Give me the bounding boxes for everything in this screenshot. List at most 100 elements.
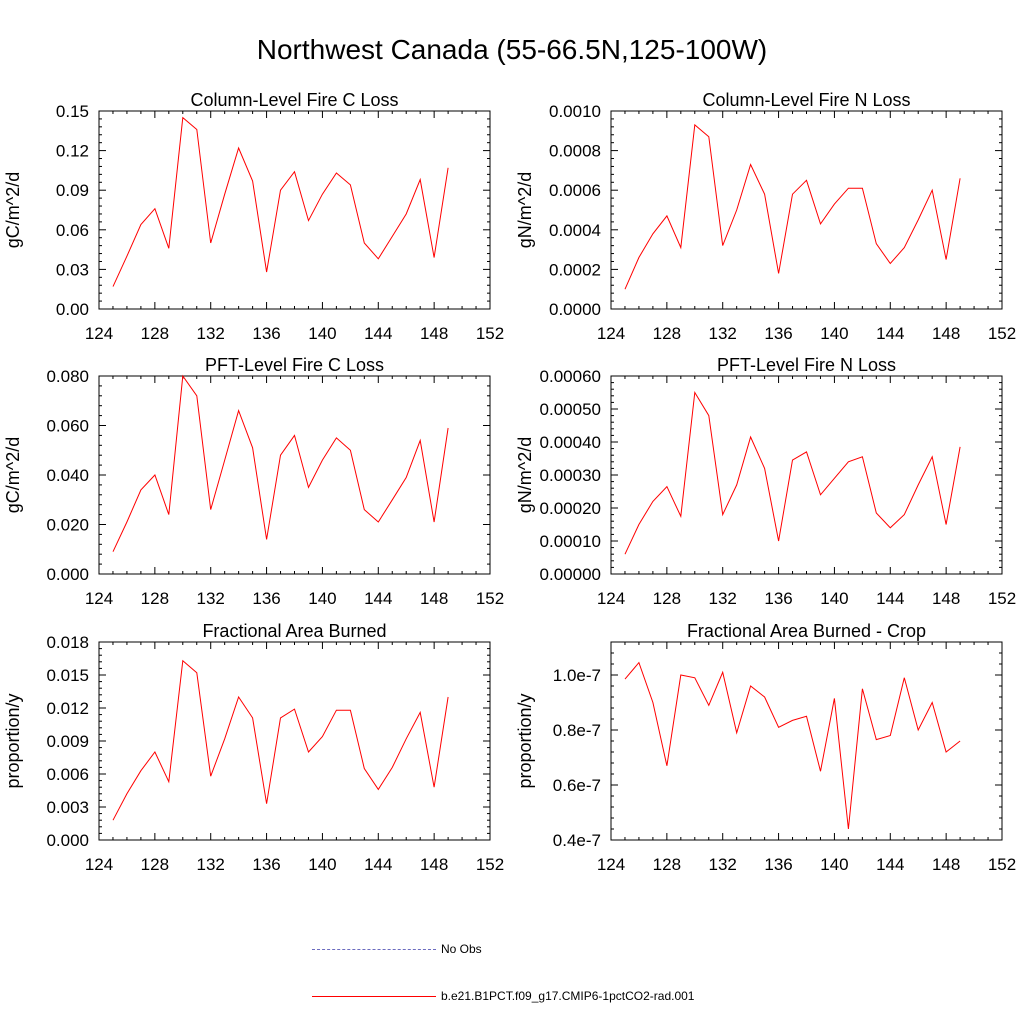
x-tick-label: 144 — [876, 589, 904, 608]
y-tick-label: 0.06 — [56, 221, 89, 240]
y-tick-label: 0.018 — [46, 633, 89, 652]
legend-swatch-dashed — [312, 949, 436, 950]
y-tick-label: 0.00050 — [540, 400, 601, 419]
panel-title: Fractional Area Burned — [202, 621, 386, 641]
x-tick-label: 128 — [141, 855, 169, 874]
y-tick-label: 0.00010 — [540, 532, 601, 551]
x-tick-label: 148 — [420, 589, 448, 608]
y-axis-label: proportion/y — [515, 693, 535, 788]
x-tick-label: 132 — [197, 324, 225, 343]
y-tick-label: 0.09 — [56, 181, 89, 200]
plot-frame — [98, 110, 491, 310]
plot-frame — [98, 641, 491, 841]
y-tick-label: 0.003 — [46, 798, 89, 817]
series-line — [112, 659, 449, 821]
x-tick-label: 128 — [653, 855, 681, 874]
y-tick-label: 0.00030 — [540, 466, 601, 485]
y-tick-label: 0.12 — [56, 142, 89, 161]
series-line — [112, 374, 449, 552]
x-tick-label: 148 — [420, 855, 448, 874]
y-tick-label: 0.03 — [56, 260, 89, 279]
x-tick-label: 148 — [932, 324, 960, 343]
y-axis-label: gC/m^2/d — [3, 437, 23, 513]
x-tick-label: 148 — [932, 855, 960, 874]
series-line — [624, 123, 961, 290]
x-tick-label: 136 — [764, 324, 792, 343]
x-tick-label: 152 — [476, 855, 504, 874]
series-line — [624, 661, 961, 830]
plot-frame — [610, 375, 1003, 575]
y-tick-label: 0.0000 — [549, 300, 601, 319]
figure-title: Northwest Canada (55-66.5N,125-100W) — [256, 34, 768, 65]
y-axis-label: gN/m^2/d — [515, 437, 535, 513]
y-tick-label: 0.006 — [46, 765, 89, 784]
x-tick-label: 140 — [308, 855, 336, 874]
panel-title: Column-Level Fire N Loss — [702, 90, 910, 110]
x-tick-label: 144 — [876, 855, 904, 874]
legend-entry-obs: No Obs — [0, 940, 1024, 960]
legend-entry-model: b.e21.B1PCT.f09_g17.CMIP6-1pctCO2-rad.00… — [0, 987, 1024, 1007]
x-tick-label: 124 — [85, 589, 113, 608]
y-tick-label: 0.015 — [46, 666, 89, 685]
x-tick-label: 136 — [764, 589, 792, 608]
x-tick-label: 132 — [709, 324, 737, 343]
x-tick-label: 144 — [364, 324, 392, 343]
y-tick-label: 0.0006 — [549, 181, 601, 200]
x-tick-label: 152 — [988, 589, 1016, 608]
y-tick-label: 0.0004 — [549, 221, 601, 240]
x-tick-label: 140 — [820, 324, 848, 343]
x-tick-label: 132 — [197, 855, 225, 874]
x-tick-label: 136 — [252, 855, 280, 874]
x-tick-label: 124 — [597, 324, 625, 343]
x-tick-label: 136 — [764, 855, 792, 874]
x-tick-label: 136 — [252, 324, 280, 343]
y-tick-label: 0.080 — [46, 367, 89, 386]
x-tick-label: 148 — [932, 589, 960, 608]
panel-title: PFT-Level Fire N Loss — [717, 355, 896, 375]
x-tick-label: 128 — [141, 589, 169, 608]
plot-frame — [610, 110, 1003, 310]
panel-title: PFT-Level Fire C Loss — [205, 355, 384, 375]
y-tick-label: 0.0010 — [549, 102, 601, 121]
x-tick-label: 152 — [476, 589, 504, 608]
series-line — [112, 116, 449, 287]
x-tick-label: 140 — [308, 589, 336, 608]
y-tick-label: 0.020 — [46, 516, 89, 535]
y-tick-label: 0.8e-7 — [553, 721, 601, 740]
y-tick-label: 0.00060 — [540, 367, 601, 386]
x-tick-label: 128 — [653, 324, 681, 343]
y-tick-label: 0.060 — [46, 417, 89, 436]
y-tick-label: 0.4e-7 — [553, 831, 601, 850]
y-tick-label: 0.6e-7 — [553, 776, 601, 795]
plot-frame — [98, 375, 491, 575]
x-tick-label: 140 — [308, 324, 336, 343]
x-tick-label: 148 — [420, 324, 448, 343]
x-tick-label: 132 — [197, 589, 225, 608]
y-tick-label: 0.0008 — [549, 142, 601, 161]
panel-title: Fractional Area Burned - Crop — [687, 621, 926, 641]
y-tick-label: 0.15 — [56, 102, 89, 121]
x-tick-label: 140 — [820, 855, 848, 874]
legend-label-model: b.e21.B1PCT.f09_g17.CMIP6-1pctCO2-rad.00… — [441, 989, 695, 1003]
x-tick-label: 152 — [476, 324, 504, 343]
legend-swatch-solid — [312, 996, 436, 997]
x-tick-label: 136 — [252, 589, 280, 608]
x-tick-label: 132 — [709, 855, 737, 874]
x-tick-label: 124 — [85, 324, 113, 343]
x-tick-label: 152 — [988, 324, 1016, 343]
series-line — [624, 390, 961, 555]
x-tick-label: 124 — [597, 589, 625, 608]
y-tick-label: 0.00040 — [540, 433, 601, 452]
y-tick-label: 0.00020 — [540, 499, 601, 518]
y-axis-label: gN/m^2/d — [515, 172, 535, 248]
x-tick-label: 128 — [653, 589, 681, 608]
legend-label-obs: No Obs — [441, 942, 482, 956]
y-axis-label: gC/m^2/d — [3, 172, 23, 248]
y-tick-label: 0.00000 — [540, 565, 601, 584]
x-tick-label: 144 — [876, 324, 904, 343]
y-axis-label: proportion/y — [3, 693, 23, 788]
y-tick-label: 0.000 — [46, 831, 89, 850]
x-tick-label: 132 — [709, 589, 737, 608]
y-tick-label: 0.0002 — [549, 260, 601, 279]
